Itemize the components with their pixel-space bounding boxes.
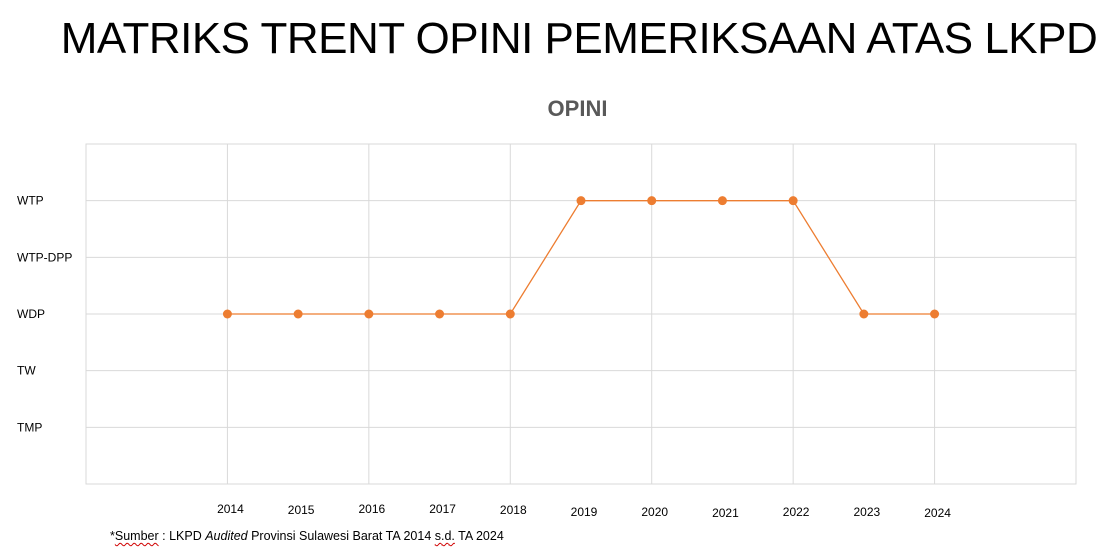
data-point [788, 196, 798, 206]
source-italic: Audited [205, 529, 248, 543]
x-tick-label: 2015 [288, 503, 315, 517]
x-tick-label: 2019 [571, 505, 598, 519]
x-tick-label: 2021 [712, 506, 739, 520]
x-tick-label: 2023 [854, 505, 881, 519]
chart-title: OPINI [547, 96, 608, 121]
y-axis-labels: TMP TW WDP WTP-DPP WTP [17, 194, 72, 435]
x-tick-label: 2020 [641, 505, 668, 519]
y-tick-label: WDP [17, 307, 45, 321]
x-tick-label: 2022 [783, 505, 810, 519]
data-point [859, 309, 869, 319]
data-point [435, 309, 445, 319]
data-point [222, 309, 232, 319]
series-layer [222, 196, 940, 319]
page-title: MATRIKS TRENT OPINI PEMERIKSAAN ATAS LKP… [60, 14, 1098, 63]
x-tick-label: 2016 [359, 502, 386, 516]
data-point [505, 309, 515, 319]
data-point [576, 196, 586, 206]
data-point [717, 196, 727, 206]
data-point [647, 196, 657, 206]
source-note: *Sumber : LKPD Audited Provinsi Sulawesi… [110, 529, 504, 543]
source-word: Sumber [114, 529, 159, 543]
x-tick-label: 2024 [924, 506, 951, 520]
data-point [293, 309, 303, 319]
source-sd: s.d. [434, 529, 455, 543]
y-tick-label: WTP-DPP [17, 250, 72, 264]
data-point [364, 309, 374, 319]
x-axis-labels: 2014 2015 2016 2017 2018 2019 2020 2021 2022 2023… [217, 502, 951, 520]
y-tick-label: TW [17, 364, 36, 378]
x-tick-label: 2017 [429, 502, 456, 516]
y-tick-label: WTP [17, 194, 44, 208]
x-tick-label: 2014 [217, 502, 244, 516]
data-point [930, 309, 940, 319]
y-tick-label: TMP [17, 420, 42, 434]
x-tick-label: 2018 [500, 503, 527, 517]
